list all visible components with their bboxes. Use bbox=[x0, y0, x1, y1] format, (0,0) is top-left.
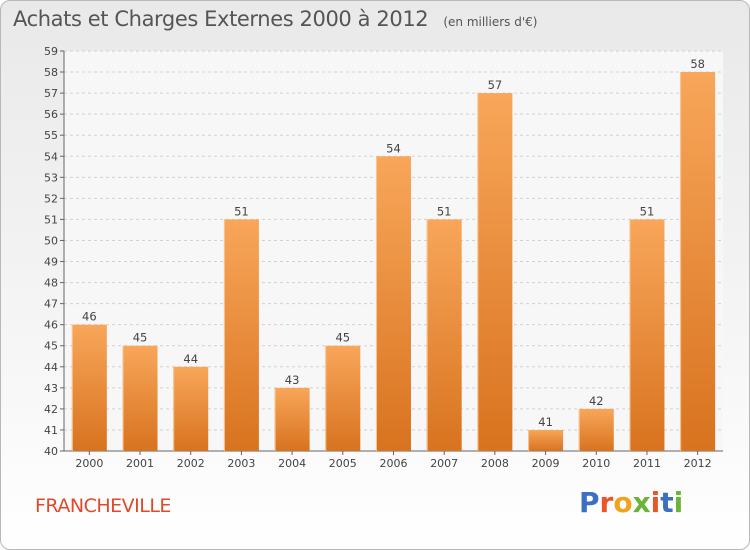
data-label: 42 bbox=[589, 394, 604, 408]
proxiti-logo: Proxiti bbox=[579, 486, 683, 519]
x-tick-label: 2009 bbox=[532, 457, 560, 470]
bar-2011 bbox=[629, 219, 665, 451]
logo-letter: t bbox=[660, 486, 674, 519]
data-label: 41 bbox=[538, 415, 553, 429]
x-tick-label: 2008 bbox=[481, 457, 509, 470]
data-label: 43 bbox=[285, 373, 300, 387]
y-tick-label: 51 bbox=[44, 213, 58, 226]
x-tick-label: 2001 bbox=[126, 457, 154, 470]
data-label: 51 bbox=[234, 204, 249, 218]
x-tick-label: 2011 bbox=[633, 457, 661, 470]
data-label: 44 bbox=[183, 352, 198, 366]
y-tick-label: 47 bbox=[44, 298, 58, 311]
y-tick-label: 44 bbox=[44, 361, 58, 374]
logo-letter: P bbox=[579, 486, 600, 519]
bar-2010 bbox=[578, 408, 614, 451]
data-label: 57 bbox=[488, 78, 503, 92]
logo-letter: i bbox=[650, 486, 661, 519]
bar-2006 bbox=[376, 156, 411, 451]
x-tick-label: 2005 bbox=[329, 457, 357, 470]
x-tick-label: 2007 bbox=[430, 457, 458, 470]
y-tick-label: 55 bbox=[44, 129, 58, 142]
data-label: 46 bbox=[82, 310, 97, 324]
y-tick-label: 56 bbox=[44, 108, 58, 121]
data-label: 58 bbox=[690, 57, 705, 71]
chart-unit: (en milliers d'€) bbox=[443, 15, 538, 29]
x-tick-label: 2004 bbox=[278, 457, 306, 470]
bar-2008 bbox=[477, 93, 513, 452]
y-tick-label: 57 bbox=[44, 87, 58, 100]
bar-2003 bbox=[223, 219, 259, 451]
commune-name: FRANCHEVILLE bbox=[35, 495, 171, 517]
y-tick-label: 48 bbox=[44, 277, 58, 290]
x-tick-label: 2006 bbox=[380, 457, 408, 470]
logo-letter: o bbox=[613, 486, 633, 519]
y-tick-label: 41 bbox=[44, 424, 58, 437]
bar-2004 bbox=[274, 387, 310, 451]
bars bbox=[71, 72, 716, 452]
y-tick-label: 52 bbox=[44, 192, 58, 205]
bar-2001 bbox=[122, 345, 158, 451]
y-tick-label: 43 bbox=[44, 382, 58, 395]
y-tick-label: 45 bbox=[44, 340, 58, 353]
logo-letter: x bbox=[632, 486, 651, 519]
x-tick-label: 2010 bbox=[582, 457, 610, 470]
labels: 46 45 44 51 43 45 54 51 57 41 42 51 58 bbox=[82, 57, 705, 429]
x-tick-label: 2012 bbox=[684, 457, 712, 470]
bar-2002 bbox=[173, 366, 209, 451]
y-tick-label: 40 bbox=[44, 445, 58, 458]
x-tick-label: 2003 bbox=[227, 457, 255, 470]
chart-title-row: Achats et Charges Externes 2000 à 2012 (… bbox=[13, 7, 537, 31]
x-tick-label: 2002 bbox=[177, 457, 205, 470]
y-tick-label: 54 bbox=[44, 150, 58, 163]
y-tick-label: 53 bbox=[44, 171, 58, 184]
logo-letter: i bbox=[673, 486, 684, 519]
data-label: 51 bbox=[437, 204, 452, 218]
data-label: 45 bbox=[335, 331, 350, 345]
y-tick-label: 42 bbox=[44, 403, 58, 416]
data-label: 51 bbox=[640, 204, 655, 218]
logo-letter: r bbox=[599, 486, 614, 519]
y-tick-label: 46 bbox=[44, 319, 58, 332]
bar-2007 bbox=[426, 219, 462, 451]
bar-2005 bbox=[325, 345, 361, 451]
y-tick-label: 50 bbox=[44, 234, 58, 247]
bar-2009 bbox=[528, 429, 564, 451]
y-tick-label: 59 bbox=[44, 45, 58, 58]
bar-2000 bbox=[71, 324, 107, 451]
bar-2012 bbox=[680, 72, 716, 451]
axes: 40 41 42 43 44 45 46 47 48 49 50 51 52 53 54 55 56 57 58 59… bbox=[44, 45, 723, 470]
data-label: 45 bbox=[133, 331, 148, 345]
data-label: 54 bbox=[386, 141, 401, 155]
chart-title: Achats et Charges Externes 2000 à 2012 bbox=[13, 7, 429, 31]
y-tick-label: 49 bbox=[44, 256, 58, 269]
x-tick-label: 2000 bbox=[75, 457, 103, 470]
y-tick-label: 58 bbox=[44, 66, 58, 79]
